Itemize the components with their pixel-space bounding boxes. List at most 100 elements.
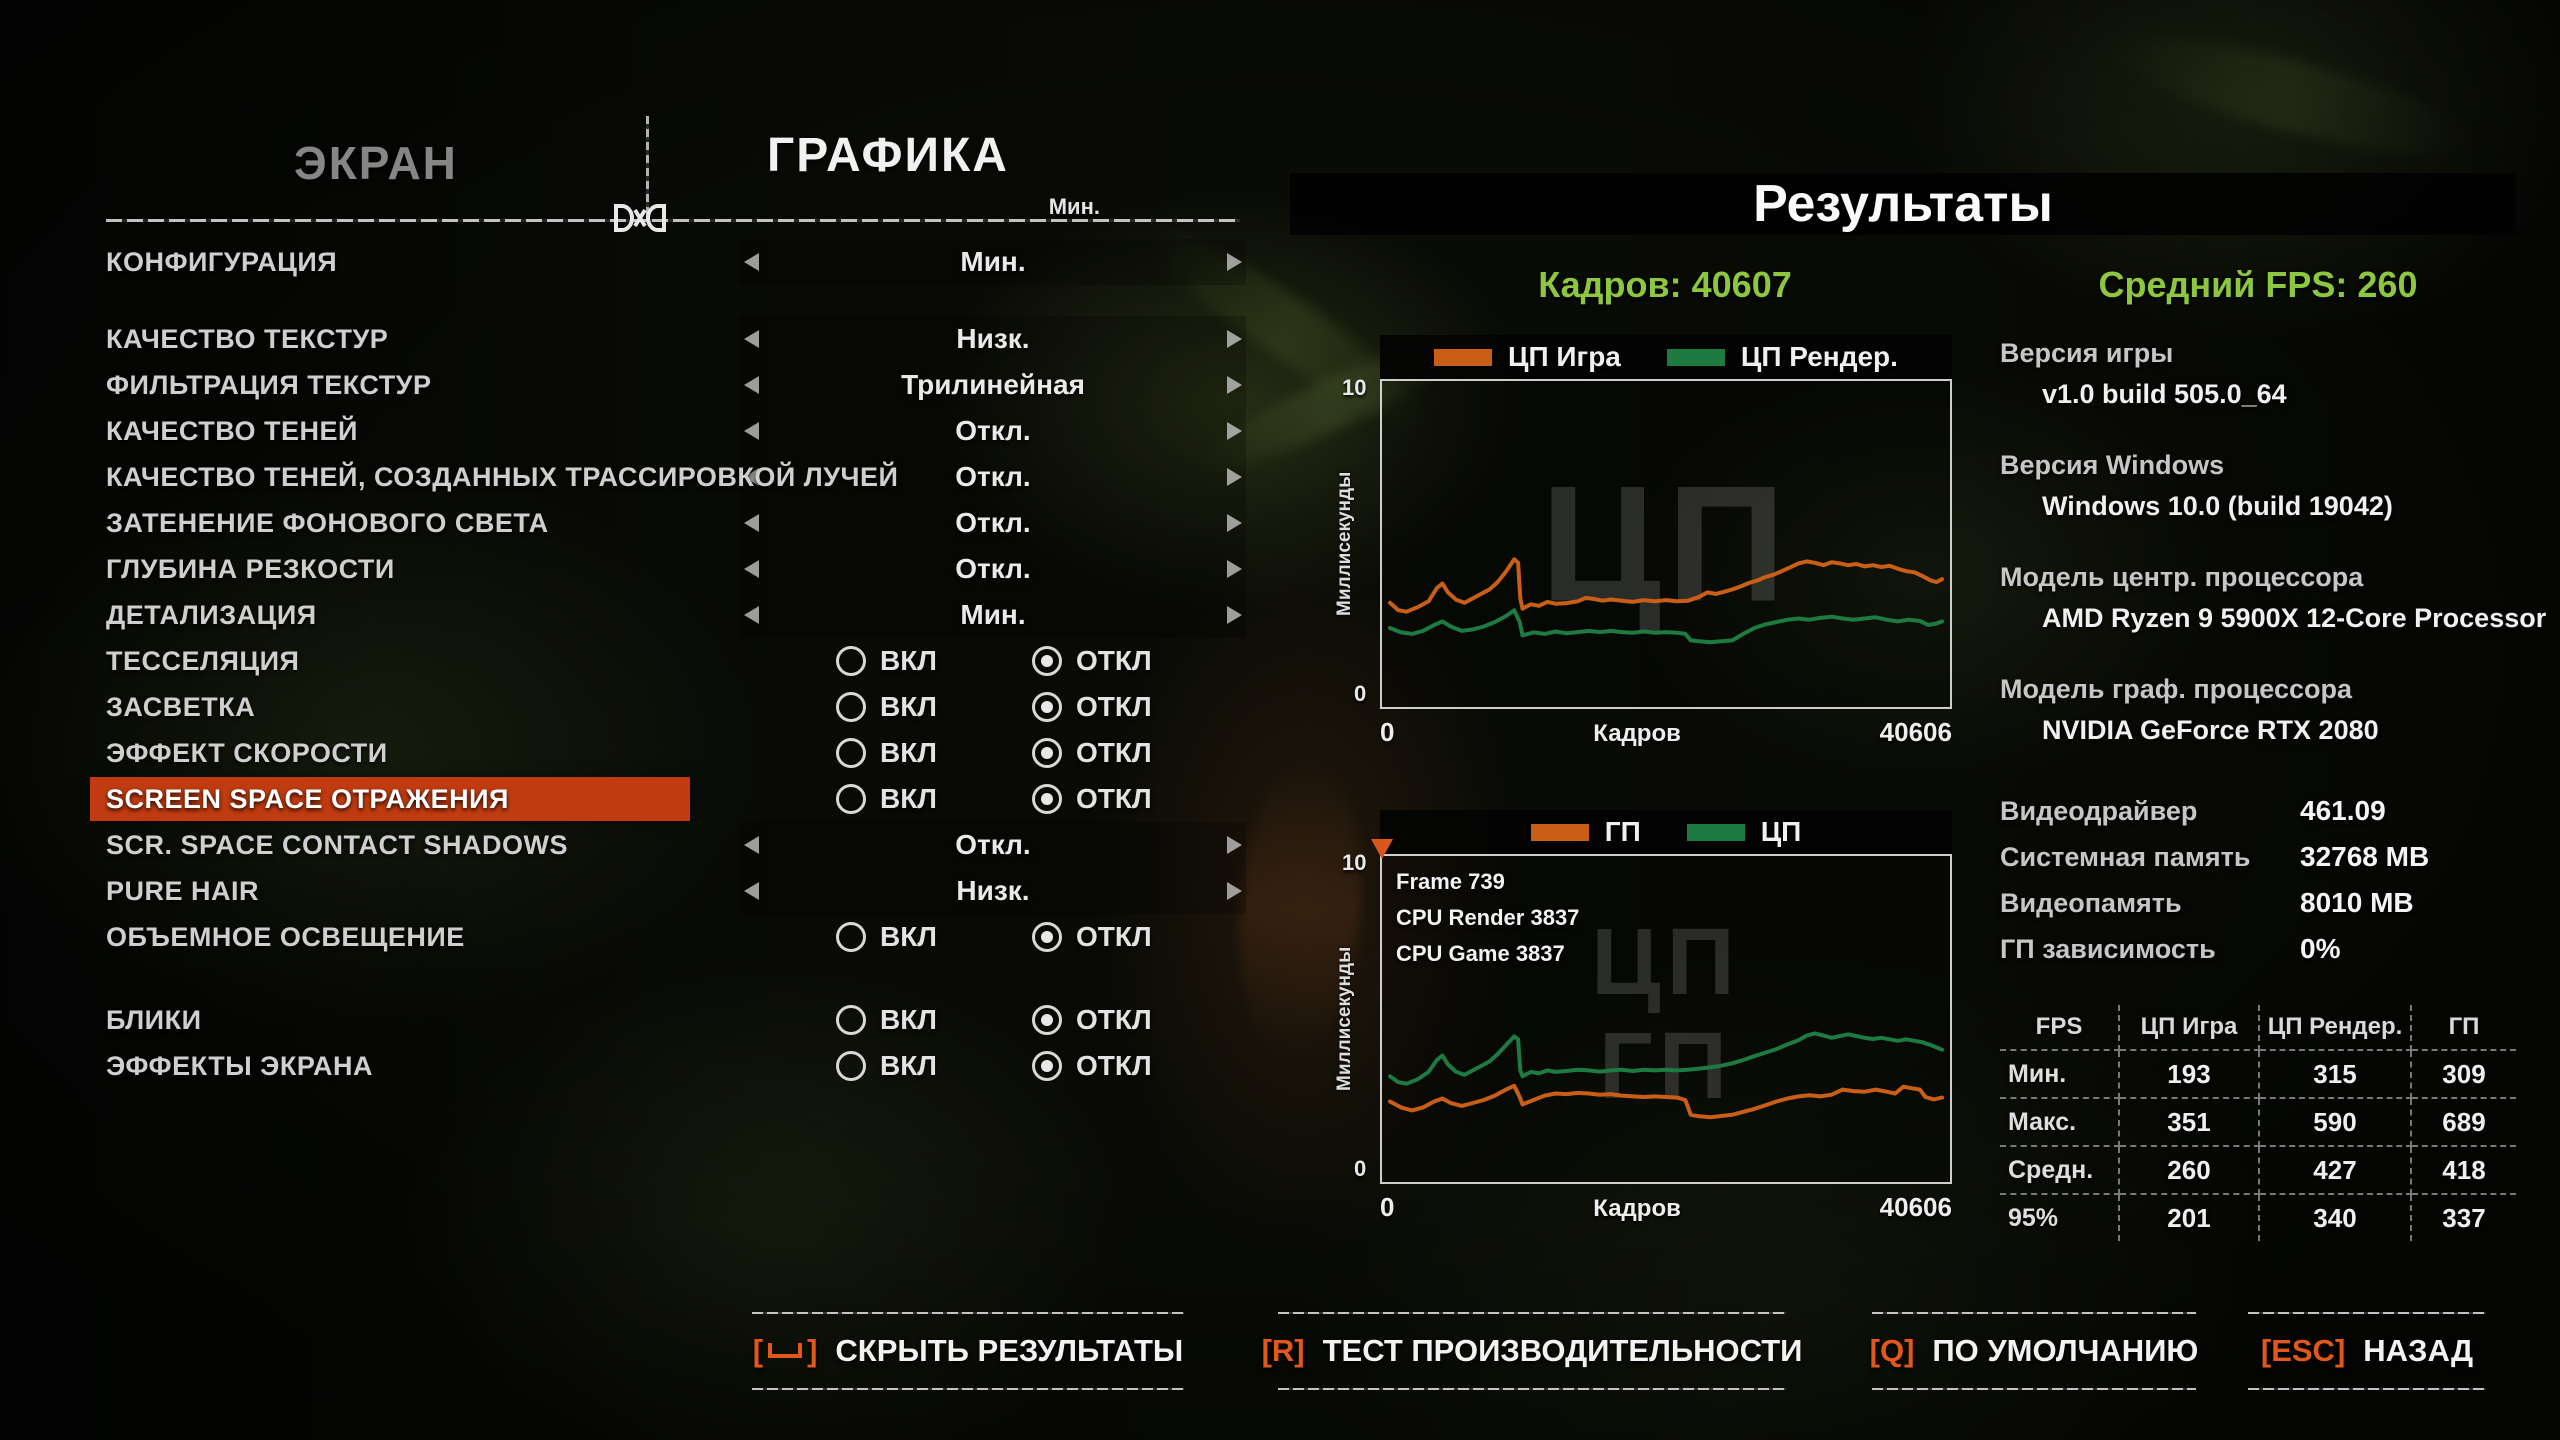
stepper-right-arrow-icon[interactable] <box>1227 514 1242 532</box>
stepper-left-arrow-icon[interactable] <box>744 422 759 440</box>
table-cell: 201 <box>2120 1195 2260 1241</box>
setting-value: Низк. <box>956 875 1030 906</box>
radio-option-off[interactable]: ОТКЛ <box>1032 638 1152 684</box>
stepper-right-arrow-icon[interactable] <box>1227 836 1242 854</box>
radio-selected-icon <box>1032 1005 1062 1035</box>
button-rule <box>752 1312 1184 1314</box>
cpu-chart: ЦП Игра ЦП Рендер. ЦП 10 0 Миллисекунды … <box>1334 335 1952 747</box>
stepper-left-arrow-icon[interactable] <box>744 836 759 854</box>
setting-label[interactable]: КАЧЕСТВО ТЕНЕЙ, СОЗДАННЫХ ТРАССИРОВКОЙ Л… <box>106 462 899 492</box>
radio-option-on[interactable]: ВКЛ <box>836 776 937 822</box>
average-fps: Средний FPS: 260 <box>2098 264 2418 305</box>
spec-value: 8010 MB <box>2300 887 2414 918</box>
x-axis: 0 Кадров 40606 <box>1380 717 1952 748</box>
restore-defaults-button[interactable]: [Q] ПО УМОЛЧАНИЮ <box>1870 1312 2198 1390</box>
legend-label: ЦП <box>1760 816 1802 847</box>
radio-option-on[interactable]: ВКЛ <box>836 638 937 684</box>
setting-label[interactable]: ЗАТЕНЕНИЕ ФОНОВОГО СВЕТА <box>106 508 549 538</box>
stepper-right-arrow-icon[interactable] <box>1227 882 1242 900</box>
stepper-right-arrow-icon[interactable] <box>1227 422 1242 440</box>
setting-label[interactable]: SCR. SPACE CONTACT SHADOWS <box>106 830 569 860</box>
legend-item: ЦП Игра <box>1434 341 1621 373</box>
divider-emblem-icon <box>614 204 666 232</box>
setting-label[interactable]: КАЧЕСТВО ТЕКСТУР <box>106 324 389 354</box>
legend-label: ЦП Игра <box>1508 341 1621 372</box>
stepper-right-arrow-icon[interactable] <box>1227 330 1242 348</box>
y-tick-min: 0 <box>1354 1156 1367 1181</box>
run-benchmark-button[interactable]: [R] ТЕСТ ПРОИЗВОДИТЕЛЬНОСТИ <box>1262 1312 1802 1390</box>
setting-label[interactable]: ФИЛЬТРАЦИЯ ТЕКСТУР <box>106 370 432 400</box>
stepper-right-arrow-icon[interactable] <box>1227 468 1242 486</box>
radio-option-off[interactable]: ОТКЛ <box>1032 730 1152 776</box>
radio-group: ВКЛ ОТКЛ <box>740 730 1246 776</box>
radio-option-on[interactable]: ВКЛ <box>836 1043 937 1089</box>
list-gap <box>106 960 1246 997</box>
radio-icon <box>836 692 866 722</box>
radio-option-off[interactable]: ОТКЛ <box>1032 776 1152 822</box>
setting-label[interactable]: ЭФФЕКТ СКОРОСТИ <box>106 738 388 768</box>
setting-row-configuration: КОНФИГУРАЦИЯ Мин. <box>106 239 1246 285</box>
back-button[interactable]: [ESC] НАЗАД <box>2248 1312 2486 1390</box>
hardware-specs-list: Видеодрайвер 461.09 Системная память 327… <box>2000 788 2520 972</box>
stepper-right-arrow-icon[interactable] <box>1227 253 1242 271</box>
setting-label[interactable]: ЭФФЕКТЫ ЭКРАНА <box>106 1051 373 1081</box>
setting-label-selected[interactable]: SCREEN SPACE ОТРАЖЕНИЯ <box>106 784 509 814</box>
radio-option-off[interactable]: ОТКЛ <box>1032 914 1152 960</box>
gpu-chart-lines <box>1388 1031 1944 1120</box>
radio-option-off[interactable]: ОТКЛ <box>1032 1043 1152 1089</box>
stepper-left-arrow-icon[interactable] <box>744 882 759 900</box>
list-gap <box>106 285 1246 316</box>
setting-label[interactable]: ДЕТАЛИЗАЦИЯ <box>106 600 317 630</box>
spec-label: ГП зависимость <box>2000 933 2216 964</box>
stepper-right-arrow-icon[interactable] <box>1227 376 1242 394</box>
setting-label[interactable]: ГЛУБИНА РЕЗКОСТИ <box>106 554 395 584</box>
legend-label: ГП <box>1604 816 1641 847</box>
setting-label[interactable]: КОНФИГУРАЦИЯ <box>106 247 338 277</box>
button-rule <box>1278 1312 1786 1314</box>
setting-label[interactable]: ЗАСВЕТКА <box>106 692 256 722</box>
legend-swatch-orange <box>1530 823 1589 841</box>
radio-selected-icon <box>1032 738 1062 768</box>
radio-option-on[interactable]: ВКЛ <box>836 914 937 960</box>
stepper-left-arrow-icon[interactable] <box>744 468 759 486</box>
space-key-icon: [] <box>752 1333 818 1368</box>
frames-count: Кадров: 40607 <box>1538 264 1792 305</box>
stepper-right-arrow-icon[interactable] <box>1227 560 1242 578</box>
button-rule <box>752 1388 1184 1390</box>
tab-screen[interactable]: ЭКРАН <box>294 137 458 189</box>
stepper-left-arrow-icon[interactable] <box>744 376 759 394</box>
stepper-left-arrow-icon[interactable] <box>744 253 759 271</box>
setting-row-screen-effects: ЭФФЕКТЫ ЭКРАНА ВКЛ ОТКЛ <box>106 1043 1246 1089</box>
value-stepper: Откл. <box>740 408 1246 454</box>
setting-value: Мин. <box>960 599 1026 630</box>
setting-label[interactable]: КАЧЕСТВО ТЕНЕЙ <box>106 416 358 446</box>
y-axis-label: Миллисекунды <box>1334 946 1355 1092</box>
cpu-chart-lines <box>1388 557 1944 645</box>
stepper-left-arrow-icon[interactable] <box>744 330 759 348</box>
radio-option-on[interactable]: ВКЛ <box>836 730 937 776</box>
setting-label[interactable]: PURE HAIR <box>106 876 260 906</box>
stepper-left-arrow-icon[interactable] <box>744 514 759 532</box>
stepper-left-arrow-icon[interactable] <box>744 560 759 578</box>
x-tick-min: 0 <box>1380 1192 1395 1222</box>
x-tick-min: 0 <box>1380 717 1395 747</box>
setting-label[interactable]: ОБЪЕМНОЕ ОСВЕЩЕНИЕ <box>106 922 465 952</box>
tab-graphics[interactable]: ГРАФИКА <box>767 129 1009 182</box>
setting-label[interactable]: БЛИКИ <box>106 1005 202 1035</box>
spec-row-driver: Видеодрайвер 461.09 <box>2000 788 2520 834</box>
radio-option-on[interactable]: ВКЛ <box>836 997 937 1043</box>
radio-option-off[interactable]: ОТКЛ <box>1032 684 1152 730</box>
stepper-left-arrow-icon[interactable] <box>744 606 759 624</box>
setting-row-volumetric-lighting: ОБЪЕМНОЕ ОСВЕЩЕНИЕ ВКЛ ОТКЛ <box>106 914 1246 960</box>
setting-row-tessellation: ТЕССЕЛЯЦИЯ ВКЛ ОТКЛ <box>106 638 1246 684</box>
setting-row-shadow-quality: КАЧЕСТВО ТЕНЕЙ Откл. <box>106 408 1246 454</box>
value-stepper: Откл. <box>740 546 1246 592</box>
info-value: NVIDIA GeForce RTX 2080 <box>2042 715 2379 745</box>
setting-row-bloom: ЗАСВЕТКА ВКЛ ОТКЛ <box>106 684 1246 730</box>
stepper-right-arrow-icon[interactable] <box>1227 606 1242 624</box>
radio-option-on[interactable]: ВКЛ <box>836 684 937 730</box>
setting-value: Мин. <box>960 246 1026 277</box>
hide-results-button[interactable]: [] СКРЫТЬ РЕЗУЛЬТАТЫ <box>752 1312 1184 1390</box>
setting-label[interactable]: ТЕССЕЛЯЦИЯ <box>106 646 300 676</box>
radio-option-off[interactable]: ОТКЛ <box>1032 997 1152 1043</box>
